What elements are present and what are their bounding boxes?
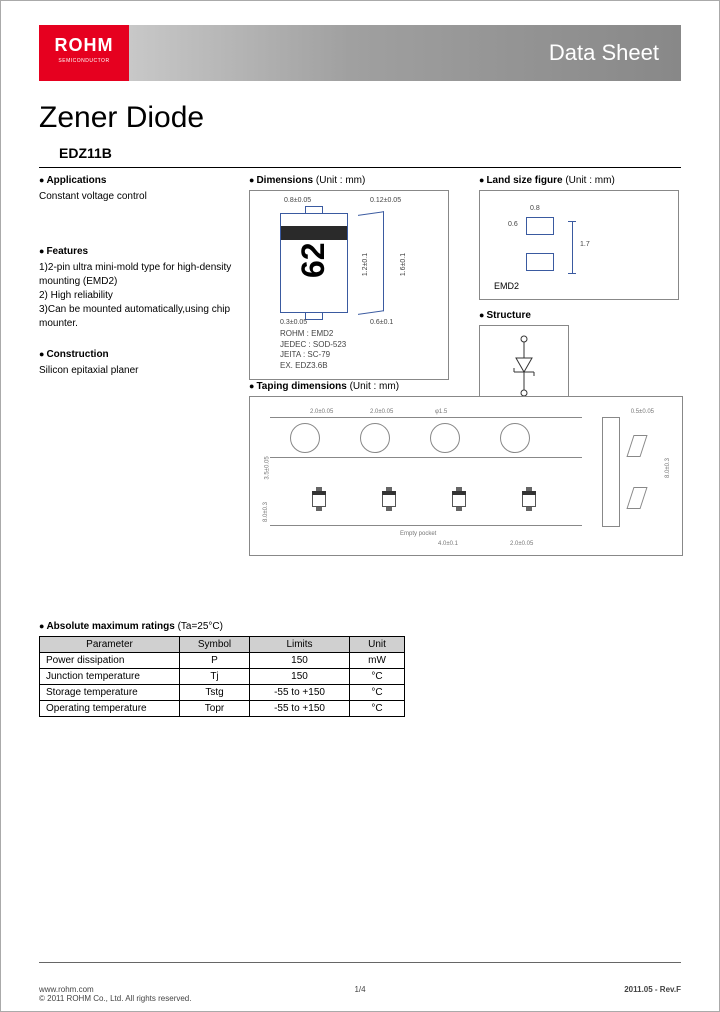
tape-dim: 2.0±0.05 xyxy=(310,409,333,415)
package-code: JEDEC : SOD-523 xyxy=(280,340,346,350)
tape-dim: 8.0±0.3 xyxy=(263,502,269,522)
tape-edge xyxy=(270,457,582,458)
table-header-row: Parameter Symbol Limits Unit xyxy=(40,637,405,653)
tape-component xyxy=(520,487,538,511)
taping-diagram: 2.0±0.05 2.0±0.05 φ1.5 Empty pocket 4.0±… xyxy=(249,396,683,556)
header-bar: ROHM SEMICONDUCTOR Data Sheet xyxy=(39,25,681,81)
feature-item: 1)2-pin ultra mini-mold type for high-de… xyxy=(39,261,239,289)
dim-label: 0.6±0.1 xyxy=(370,319,393,326)
land-heading: Land size figure (Unit : mm) xyxy=(479,175,684,186)
sprocket-hole xyxy=(500,423,530,453)
table-row: Operating temperatureTopr-55 to +150°C xyxy=(40,701,405,717)
applications-text: Constant voltage control xyxy=(39,190,239,204)
features-list: 1)2-pin ultra mini-mold type for high-de… xyxy=(39,261,239,331)
title-divider xyxy=(39,167,681,168)
footer-divider xyxy=(39,962,681,963)
right-column: Land size figure (Unit : mm) 0.8 0.6 1.7… xyxy=(479,175,684,405)
dim-arrow xyxy=(568,273,576,274)
land-pad xyxy=(526,253,554,271)
feature-item: 2) High reliability xyxy=(39,289,239,303)
ratings-table: Parameter Symbol Limits Unit Power dissi… xyxy=(39,636,405,717)
dim-label: 1.2±0.1 xyxy=(362,253,369,276)
dim-label: 0.12±0.05 xyxy=(370,197,401,204)
part-number: EDZ11B xyxy=(59,145,112,161)
sprocket-hole xyxy=(360,423,390,453)
tape-component xyxy=(380,487,398,511)
tape-edge xyxy=(270,525,582,526)
tape-component xyxy=(310,487,328,511)
sprocket-hole xyxy=(290,423,320,453)
footer-url: www.rohm.com xyxy=(39,985,191,994)
footer-page: 1/4 xyxy=(354,985,365,994)
table-row: Power dissipationP150mW xyxy=(40,653,405,669)
dim-label: 1.6±0.1 xyxy=(400,253,407,276)
tape-component xyxy=(450,487,468,511)
table-header: Unit xyxy=(350,637,405,653)
table-header: Limits xyxy=(250,637,350,653)
package-code: JEITA : SC-79 xyxy=(280,350,346,360)
package-lead xyxy=(305,206,323,214)
tape-dim: Empty pocket xyxy=(400,531,436,537)
left-column: Applications Constant voltage control Fe… xyxy=(39,175,239,396)
package-band xyxy=(281,226,347,240)
structure-heading: Structure xyxy=(479,310,684,321)
tape-dim: 0.5±0.05 xyxy=(631,409,654,415)
package-code: EX. EDZ3.6B xyxy=(280,361,346,371)
logo-subtext: SEMICONDUCTOR xyxy=(39,58,129,64)
footer-copyright: © 2011 ROHM Co., Ltd. All rights reserve… xyxy=(39,994,191,1003)
tape-side-view xyxy=(602,417,662,537)
land-dim: 0.6 xyxy=(508,221,518,228)
dim-arrow xyxy=(572,221,573,273)
header-gradient: Data Sheet xyxy=(129,25,681,81)
land-dim: 1.7 xyxy=(580,241,590,248)
dimensions-heading: Dimensions (Unit : mm) xyxy=(249,175,469,186)
tape-dim: 3.5±0.05 xyxy=(265,456,271,479)
feature-item: 3)Can be mounted automatically,using chi… xyxy=(39,303,239,331)
datasheet-label: Data Sheet xyxy=(549,40,659,66)
dim-label: 0.3±0.05 xyxy=(280,319,307,326)
middle-column: Dimensions (Unit : mm) 0.8±0.05 0.12±0.0… xyxy=(249,175,469,380)
tape-dim: φ1.5 xyxy=(435,409,447,415)
taping-section: Taping dimensions (Unit : mm) 2.0±0.05 2… xyxy=(249,381,683,556)
footer-rev: 2011.05 - Rev.F xyxy=(624,985,681,994)
table-row: Junction temperatureTj150°C xyxy=(40,669,405,685)
ratings-heading: Absolute maximum ratings (Ta=25°C) xyxy=(39,621,405,632)
package-code: ROHM : EMD2 xyxy=(280,329,346,339)
dimensions-diagram: 0.8±0.05 0.12±0.05 62 1.2±0.1 1.6±0.1 0.… xyxy=(249,190,449,380)
sprocket-hole xyxy=(430,423,460,453)
tape-dim: 8.0±0.3 xyxy=(665,458,671,478)
package-marking: 62 xyxy=(295,242,332,278)
dim-arrow xyxy=(568,221,576,222)
construction-heading: Construction xyxy=(39,349,239,360)
land-dim: 0.8 xyxy=(530,205,540,212)
dim-label: 0.8±0.05 xyxy=(284,197,311,204)
tape-dim: 4.0±0.1 xyxy=(438,541,458,547)
land-pad xyxy=(526,217,554,235)
taping-heading: Taping dimensions (Unit : mm) xyxy=(249,381,683,392)
package-codes: ROHM : EMD2 JEDEC : SOD-523 JEITA : SC-7… xyxy=(280,329,346,371)
footer-left: www.rohm.com © 2011 ROHM Co., Ltd. All r… xyxy=(39,985,191,1003)
tape-edge xyxy=(270,417,582,418)
table-header: Parameter xyxy=(40,637,180,653)
ratings-section: Absolute maximum ratings (Ta=25°C) Param… xyxy=(39,621,405,717)
datasheet-page: ROHM SEMICONDUCTOR Data Sheet Zener Diod… xyxy=(0,0,720,1012)
construction-text: Silicon epitaxial planer xyxy=(39,364,239,378)
land-package-label: EMD2 xyxy=(494,281,519,291)
page-title: Zener Diode xyxy=(39,101,204,135)
applications-heading: Applications xyxy=(39,175,239,186)
table-header: Symbol xyxy=(180,637,250,653)
package-lead xyxy=(305,312,323,320)
package-outline: 62 xyxy=(280,213,348,313)
land-diagram: 0.8 0.6 1.7 EMD2 xyxy=(479,190,679,300)
table-row: Storage temperatureTstg-55 to +150°C xyxy=(40,685,405,701)
tape-dim: 2.0±0.05 xyxy=(510,541,533,547)
features-heading: Features xyxy=(39,246,239,257)
logo-text: ROHM xyxy=(39,35,129,56)
rohm-logo: ROHM SEMICONDUCTOR xyxy=(39,25,129,81)
tape-dim: 2.0±0.05 xyxy=(370,409,393,415)
